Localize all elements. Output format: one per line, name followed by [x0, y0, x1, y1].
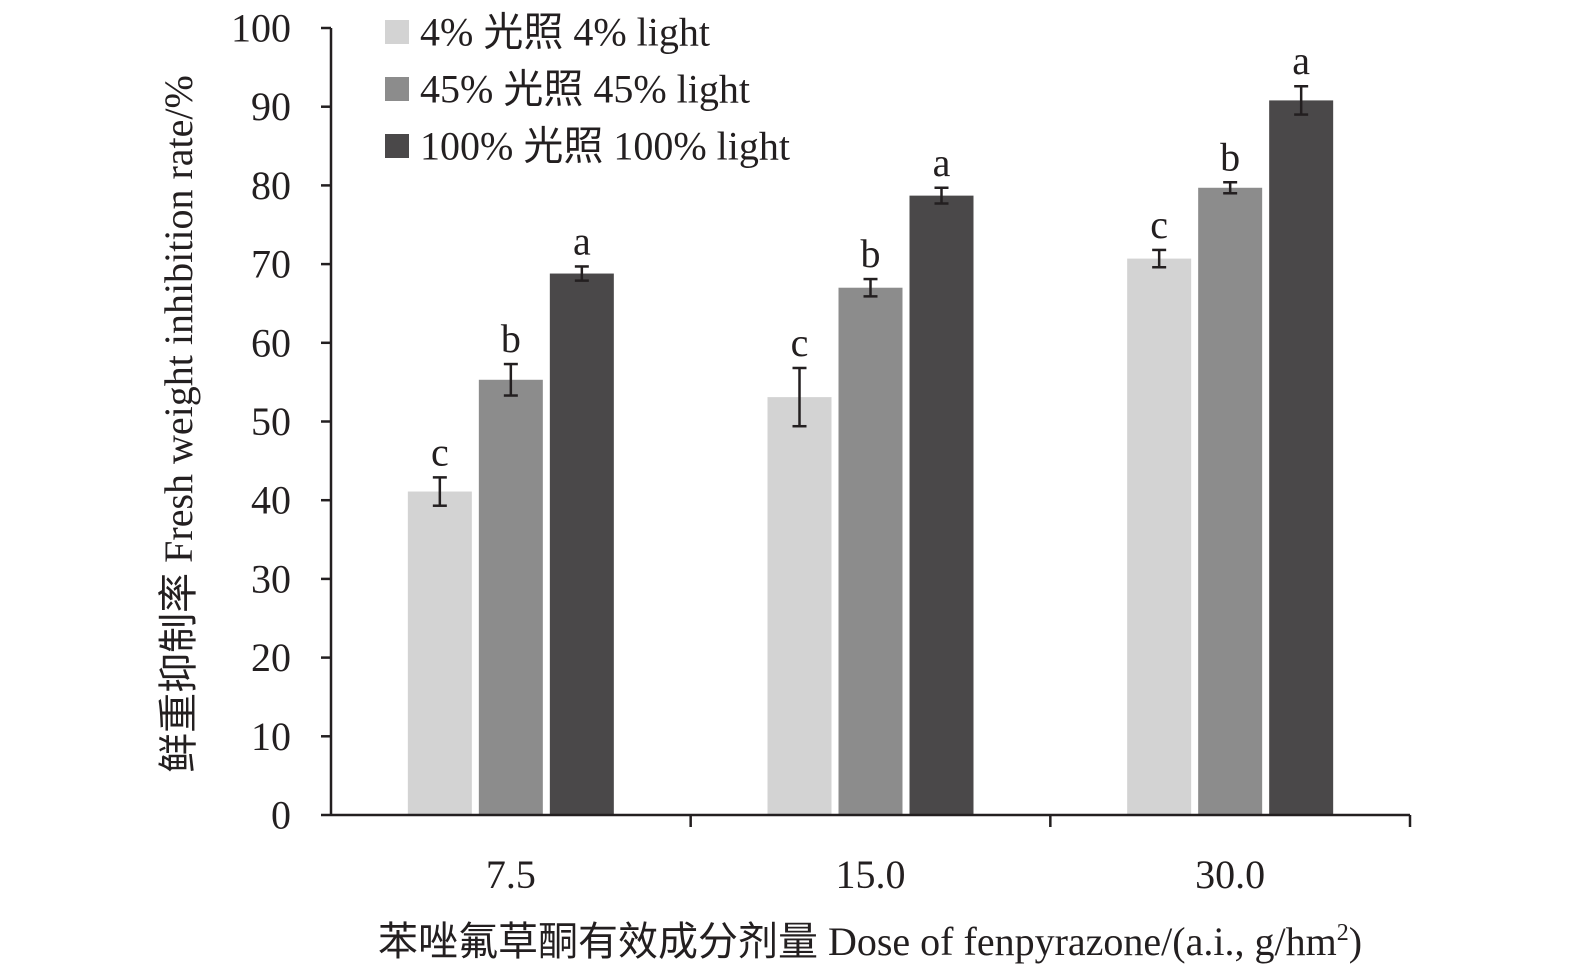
legend-label: 100% 光照 100% light [420, 124, 790, 169]
bar [767, 397, 832, 815]
significance-letter: b [501, 316, 521, 361]
y-tick-label: 100 [231, 6, 291, 51]
error-bars-layer [432, 84, 1309, 507]
significance-letter: a [1292, 38, 1310, 83]
significance-letter: c [791, 320, 809, 365]
significance-letter: a [933, 140, 951, 185]
legend-swatch [385, 134, 409, 158]
x-axis-title-superscript: 2 [1337, 920, 1349, 946]
legend-label: 4% 光照 4% light [420, 10, 710, 55]
bar [1269, 100, 1334, 816]
x-category-label: 15.0 [836, 852, 906, 897]
significance-letter: c [431, 429, 449, 474]
legend-label: 45% 光照 45% light [420, 67, 750, 112]
y-tick-label: 30 [251, 556, 291, 601]
bar [407, 491, 472, 815]
significance-letter: a [573, 218, 591, 263]
significance-letter: c [1150, 202, 1168, 247]
significance-letter: b [1220, 134, 1240, 179]
y-tick-label: 40 [251, 478, 291, 523]
y-tick-label: 50 [251, 399, 291, 444]
bar [1127, 258, 1192, 815]
x-axis-title-main: 苯唑氟草酮有效成分剂量 Dose of fenpyrazone/(a.i., g… [378, 919, 1337, 964]
y-tick-label: 20 [251, 635, 291, 680]
legend-swatch [385, 20, 409, 44]
legend-swatch [385, 77, 409, 101]
bar [1198, 187, 1263, 816]
significance-letter: b [861, 231, 881, 276]
legend: 4% 光照 4% light 45% 光照 45% light 100% 光照 10… [385, 10, 790, 169]
y-tick-label: 80 [251, 163, 291, 208]
y-tick-label: 70 [251, 242, 291, 287]
bar [549, 273, 614, 815]
bar [838, 287, 903, 816]
bars-layer [407, 100, 1334, 816]
x-ticks-layer: 7.5 15.0 30.0 [486, 815, 1412, 897]
y-tick-label: 0 [271, 793, 291, 838]
significance-letters-layer: c b a c b a c b a [431, 38, 1310, 474]
x-category-label: 7.5 [486, 852, 536, 897]
x-axis-title-end: ) [1349, 919, 1362, 964]
x-axis-title: 苯唑氟草酮有效成分剂量 Dose of fenpyrazone/(a.i., g… [378, 919, 1362, 964]
y-tick-label: 10 [251, 714, 291, 759]
bar [478, 379, 543, 815]
y-tick-label: 60 [251, 320, 291, 365]
y-ticks-layer: 0 10 20 30 40 50 60 70 80 90 100 [231, 6, 331, 838]
y-tick-label: 90 [251, 84, 291, 129]
y-axis-title: 鲜重抑制率 Fresh weight inhibition rate/% [156, 75, 201, 773]
bar [909, 195, 974, 816]
x-category-label: 30.0 [1195, 852, 1265, 897]
